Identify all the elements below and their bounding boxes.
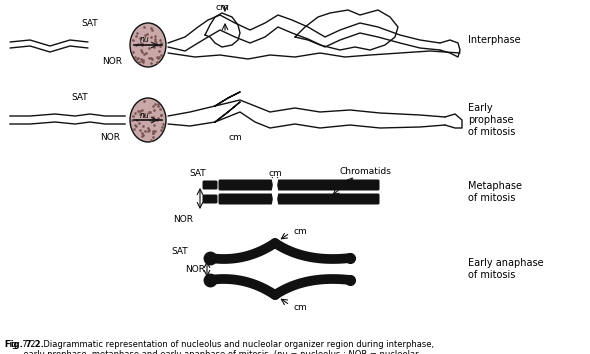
Text: Interphase: Interphase xyxy=(468,35,520,45)
Ellipse shape xyxy=(130,98,166,142)
Text: SAT: SAT xyxy=(190,169,206,177)
FancyBboxPatch shape xyxy=(277,194,379,205)
Text: cm: cm xyxy=(215,2,229,11)
FancyBboxPatch shape xyxy=(202,181,218,189)
Text: cm: cm xyxy=(268,169,282,177)
Text: Fig. 7.2.: Fig. 7.2. xyxy=(5,340,44,349)
Text: Early
prophase
of mitosis: Early prophase of mitosis xyxy=(468,103,516,137)
Text: Early anaphase
of mitosis: Early anaphase of mitosis xyxy=(468,258,543,280)
FancyBboxPatch shape xyxy=(277,179,379,190)
Text: nu: nu xyxy=(140,35,150,45)
Text: cm: cm xyxy=(293,227,307,235)
Text: NOR: NOR xyxy=(173,216,193,224)
Text: SAT: SAT xyxy=(72,93,88,103)
Text: SAT: SAT xyxy=(171,246,188,256)
FancyBboxPatch shape xyxy=(218,194,274,205)
FancyBboxPatch shape xyxy=(202,194,218,204)
Text: NOR: NOR xyxy=(102,57,122,65)
Text: Chromatids: Chromatids xyxy=(339,166,391,176)
Text: nu: nu xyxy=(140,110,150,120)
Text: cm: cm xyxy=(293,303,307,312)
Text: NOR: NOR xyxy=(185,264,205,274)
FancyBboxPatch shape xyxy=(218,179,274,190)
Ellipse shape xyxy=(130,23,166,67)
Text: cm: cm xyxy=(228,133,242,143)
Text: Metaphase
of mitosis: Metaphase of mitosis xyxy=(468,181,522,203)
Text: NOR: NOR xyxy=(100,133,120,143)
Text: SAT: SAT xyxy=(81,18,99,28)
Text: Fig. 7.2.  Diagrammatic representation of nucleolus and nucleolar organizer regi: Fig. 7.2. Diagrammatic representation of… xyxy=(5,340,434,354)
